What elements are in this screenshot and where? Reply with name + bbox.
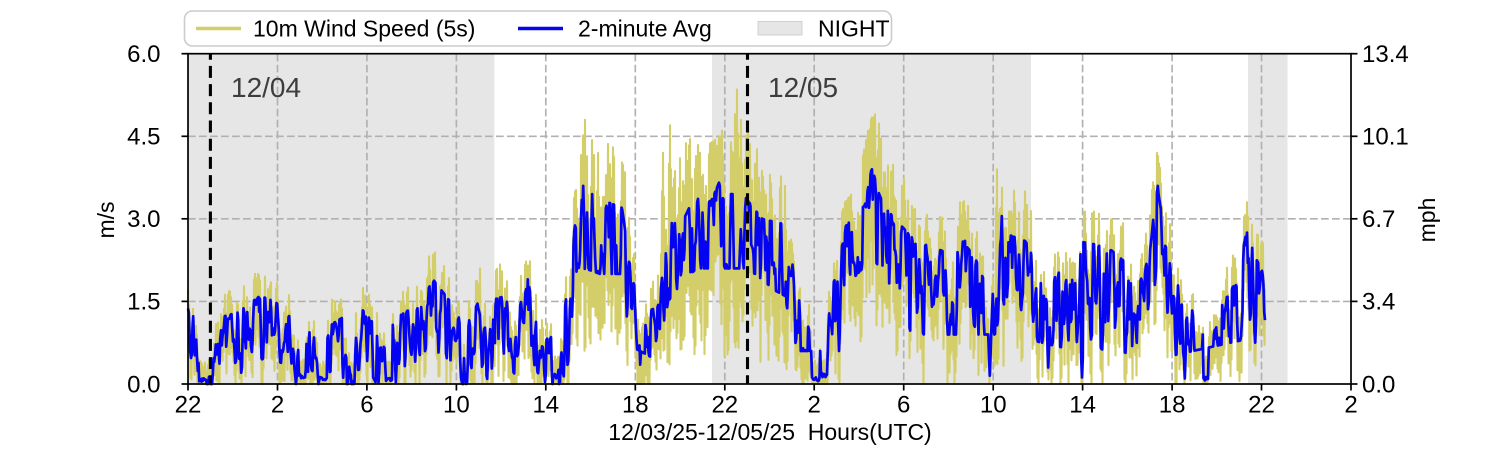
svg-text:2: 2: [1344, 392, 1357, 419]
svg-text:0.0: 0.0: [127, 371, 160, 398]
svg-text:18: 18: [1159, 392, 1186, 419]
svg-text:14: 14: [532, 392, 559, 419]
svg-text:14: 14: [1069, 392, 1096, 419]
svg-text:1.5: 1.5: [127, 289, 160, 316]
svg-text:10.1: 10.1: [1362, 124, 1409, 151]
svg-text:22: 22: [1248, 392, 1275, 419]
svg-text:12/04: 12/04: [231, 72, 301, 103]
svg-text:6: 6: [897, 392, 910, 419]
svg-text:22: 22: [175, 392, 202, 419]
svg-text:12/05: 12/05: [768, 72, 838, 103]
svg-text:m/s: m/s: [93, 201, 119, 238]
svg-text:6.7: 6.7: [1362, 206, 1395, 233]
svg-text:2: 2: [808, 392, 821, 419]
svg-text:10: 10: [980, 392, 1007, 419]
svg-text:22: 22: [711, 392, 738, 419]
svg-text:mph: mph: [1414, 198, 1440, 243]
svg-text:18: 18: [622, 392, 649, 419]
svg-text:4.5: 4.5: [127, 124, 160, 151]
svg-text:6: 6: [360, 392, 373, 419]
svg-text:NIGHT: NIGHT: [818, 15, 890, 41]
svg-text:10m Wind Speed (5s): 10m Wind Speed (5s): [253, 15, 475, 41]
svg-text:2-minute Avg: 2-minute Avg: [578, 15, 712, 41]
svg-text:3.0: 3.0: [127, 206, 160, 233]
svg-text:6.0: 6.0: [127, 41, 160, 68]
svg-text:0.0: 0.0: [1362, 371, 1395, 398]
svg-text:12/03/25-12/05/25 Hours(UTC): 12/03/25-12/05/25 Hours(UTC): [608, 419, 931, 445]
svg-text:2: 2: [271, 392, 284, 419]
svg-text:3.4: 3.4: [1362, 289, 1395, 316]
svg-text:10: 10: [443, 392, 470, 419]
svg-text:13.4: 13.4: [1362, 41, 1409, 68]
